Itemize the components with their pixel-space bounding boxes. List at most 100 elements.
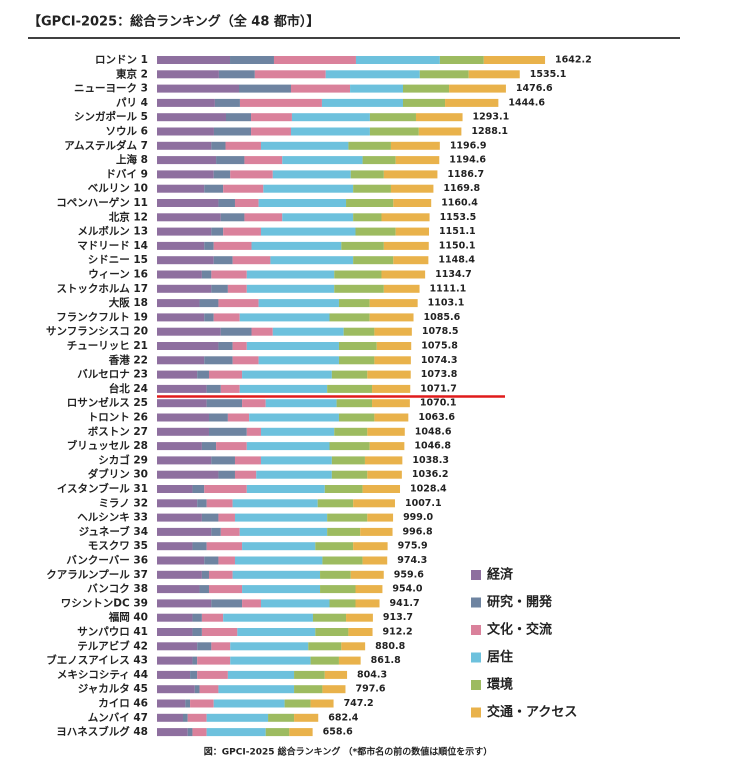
legend-label: 文化・交流 [487, 622, 552, 638]
bar-segment [325, 70, 420, 79]
chart-title: 【GPCI-2025：総合ランキング（全 48 都市）】 [28, 14, 319, 30]
total-label: 1071.7 [420, 383, 457, 394]
category-label: トロント 26 [88, 412, 148, 424]
bar-segment [220, 213, 245, 222]
bar-segment [192, 613, 202, 622]
bar-segment [334, 284, 384, 293]
bar-segment [390, 184, 434, 193]
category-label: バンコク 38 [87, 583, 148, 595]
category-label: サンフランシスコ 20 [46, 326, 148, 338]
bar-segment [157, 270, 202, 279]
bar-segment [201, 513, 219, 522]
bar-segment [362, 156, 396, 165]
bar-segment [367, 427, 405, 436]
total-label: 1194.6 [449, 155, 486, 166]
bar-segment [331, 456, 365, 465]
bar-segment [218, 556, 235, 565]
legend-label: 経済 [487, 567, 514, 583]
bar-segment [234, 470, 257, 479]
bar-segment [260, 227, 356, 236]
bar-segment [187, 728, 193, 737]
bar-segment [238, 84, 291, 93]
bar-segment [367, 470, 402, 479]
category-label: ロンドン 1 [95, 54, 148, 66]
bar-segment [258, 199, 347, 207]
bar-segment [213, 241, 252, 250]
bar-segment [270, 256, 354, 265]
bar-segment [367, 370, 411, 379]
bar-segment [329, 599, 356, 608]
bar-segment [369, 313, 414, 322]
category-label: コペンハーゲン 11 [56, 196, 148, 209]
bar-segment [201, 613, 224, 622]
total-label: 1063.6 [418, 412, 455, 423]
bar-segment [362, 556, 388, 565]
bar-segment [206, 384, 221, 393]
bar-segment [197, 670, 228, 679]
legend-label: 交通・アクセス [487, 704, 577, 720]
bar-segment [211, 270, 247, 279]
bar-segment [157, 227, 212, 236]
bar-segment [201, 570, 209, 579]
bar-segment [346, 199, 394, 207]
bar-segment [157, 628, 193, 636]
bar-segment [327, 384, 373, 393]
legend-swatch [471, 652, 481, 663]
category-label: 台北 24 [109, 382, 148, 395]
bar-segment [341, 241, 384, 250]
bar-segment [157, 513, 202, 522]
bar-segment [483, 56, 546, 64]
bar-segment [381, 213, 430, 222]
bar-segment [199, 685, 219, 694]
total-label: 658.6 [323, 727, 353, 738]
bar-segment [201, 270, 212, 279]
bar-segment [234, 456, 261, 465]
bar-segment [232, 256, 271, 265]
category-label: ドバイ 9 [106, 168, 148, 180]
bar-segment [258, 299, 339, 308]
bar-segment [157, 156, 217, 165]
bar-segment [244, 156, 283, 165]
bar-segment [157, 127, 214, 136]
bar-segment [206, 499, 233, 508]
bar-segment [321, 98, 403, 107]
bar-segment [338, 413, 375, 422]
bar-segment [211, 527, 221, 536]
category-label: ムンバイ 47 [88, 712, 148, 724]
bar-segment [244, 213, 283, 222]
bar-segment [246, 485, 325, 493]
category-label: シンガポール 5 [74, 110, 148, 123]
bar-segment [208, 570, 233, 579]
bar-segment [204, 556, 219, 565]
bar-segment [230, 56, 274, 64]
bar-segment [272, 327, 344, 336]
bar-segment [327, 513, 368, 522]
bar-segment [182, 713, 188, 722]
bar-segment [214, 98, 240, 107]
bar-segment [225, 113, 252, 122]
bar-segment [157, 585, 200, 594]
bar-segment [355, 599, 380, 608]
bar-segment [246, 270, 335, 279]
bar-segment [157, 327, 221, 336]
bar-segment [395, 227, 430, 236]
bar-segment [383, 241, 429, 250]
bar-segment [350, 84, 403, 93]
bar-segment [192, 485, 205, 493]
total-label: 1151.1 [439, 226, 476, 237]
bar-segment [199, 585, 209, 594]
category-label: ミラノ 32 [98, 497, 148, 509]
bar-segment [192, 656, 198, 665]
bar-segment [242, 542, 316, 551]
category-label: イスタンブール 31 [57, 482, 148, 495]
bar-segment [369, 442, 405, 451]
bar-segment [355, 56, 440, 64]
bar-segment [383, 284, 420, 293]
bar-segment [249, 413, 339, 422]
bar-segment [213, 127, 252, 136]
bar-segment [157, 656, 193, 665]
bar-segment [364, 456, 403, 465]
bar-segment [211, 141, 226, 150]
bar-segment [251, 113, 292, 122]
